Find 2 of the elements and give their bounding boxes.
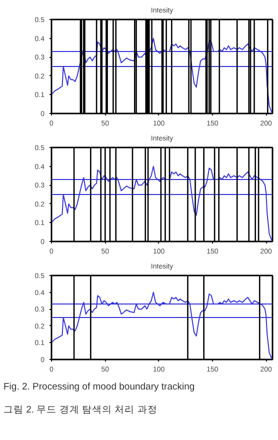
caption: Fig. 2. Processing of mood boundary tracking bbox=[4, 382, 195, 392]
caption: 그림 2. 무드 경계 탐색의 처리 과정 bbox=[4, 404, 158, 416]
